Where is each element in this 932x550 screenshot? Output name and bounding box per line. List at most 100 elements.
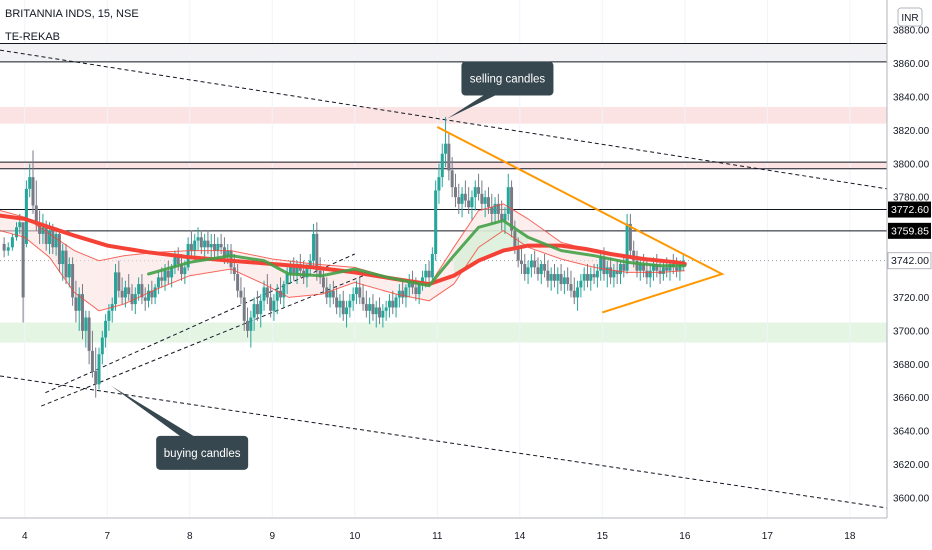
candle-body-130 <box>434 190 438 254</box>
y-tick-4: 3680.00 <box>893 360 930 371</box>
candle-body-125 <box>417 284 421 295</box>
candle-body-204 <box>678 264 682 271</box>
candle-body-23 <box>81 294 85 331</box>
candle-body-129 <box>430 253 434 278</box>
candle-body-201 <box>668 264 672 271</box>
candle-body-87 <box>292 267 296 275</box>
candle-body-174 <box>579 280 583 288</box>
candle-body-140 <box>467 200 471 208</box>
candle-body-96 <box>321 277 325 288</box>
candle-body-0 <box>2 243 6 251</box>
candle-body-66 <box>222 247 226 258</box>
callout-pointer-0 <box>447 86 514 119</box>
candle-body-17 <box>61 250 65 265</box>
callout-text-1: buying candles <box>164 448 241 460</box>
callout-text-0: selling candles <box>470 74 546 86</box>
callout-box-1 <box>156 435 249 470</box>
candle-body-126 <box>420 277 424 285</box>
y-tick-12: 3840.00 <box>893 92 930 103</box>
y-tick-3: 3660.00 <box>893 393 930 404</box>
candle-body-123 <box>411 280 415 288</box>
y-tick-6: 3720.00 <box>893 293 930 304</box>
candle-body-91 <box>305 267 309 278</box>
candle-body-148 <box>493 203 497 214</box>
candle-body-149 <box>496 203 500 214</box>
indicator-lines <box>0 203 687 312</box>
candle-body-102 <box>341 300 345 315</box>
candle-body-42 <box>143 297 147 301</box>
x-tick-3: 9 <box>270 531 276 542</box>
candle-body-4 <box>18 222 22 228</box>
candle-body-82 <box>275 290 279 301</box>
candle-body-166 <box>552 274 556 281</box>
candle-body-114 <box>381 310 385 318</box>
candle-body-124 <box>414 287 418 295</box>
time-axis-bg <box>0 518 932 550</box>
candle-body-58 <box>196 237 200 241</box>
callout-box-0 <box>461 61 554 96</box>
candle-body-188 <box>625 223 629 271</box>
candle-body-169 <box>562 277 566 285</box>
candle-body-145 <box>483 197 487 204</box>
candle-body-135 <box>450 170 454 188</box>
candle-body-51 <box>173 257 177 268</box>
candle-body-6 <box>24 188 28 244</box>
candle-body-20 <box>71 264 75 298</box>
candle-body-109 <box>364 304 368 311</box>
candle-body-118 <box>394 297 398 308</box>
zone-0 <box>0 43 887 62</box>
candle-body-31 <box>107 310 111 321</box>
candle-body-163 <box>543 264 547 271</box>
candle-body-12 <box>44 227 48 244</box>
candle-body-35 <box>120 290 124 298</box>
candle-body-7 <box>28 177 32 189</box>
y-tick-9: 3780.00 <box>893 193 930 204</box>
candle-body-139 <box>463 193 467 201</box>
candle-body-86 <box>288 267 292 275</box>
candle-body-99 <box>331 290 335 298</box>
candle-body-34 <box>117 272 121 291</box>
y-tick-11: 3820.00 <box>893 126 930 137</box>
candle-body-196 <box>651 264 655 271</box>
trend-line-0 <box>0 49 888 190</box>
symbol-title: BRITANNIA INDS, 15, NSE <box>5 8 139 20</box>
candle-body-56 <box>189 243 193 251</box>
candle-body-138 <box>460 193 464 204</box>
x-tick-8: 16 <box>679 531 691 542</box>
candle-body-203 <box>675 267 679 271</box>
x-tick-9: 17 <box>762 531 774 542</box>
triangle-lines <box>436 126 725 314</box>
candle-body-29 <box>100 337 104 355</box>
zone-1 <box>0 106 887 124</box>
candle-body-105 <box>351 294 355 301</box>
candle-body-63 <box>213 243 217 251</box>
candle-body-94 <box>315 233 319 271</box>
candle-body-16 <box>57 233 61 265</box>
candle-body-104 <box>348 300 352 308</box>
candle-body-142 <box>473 187 477 198</box>
candle-body-71 <box>239 290 243 298</box>
price-box-text-1: 3759.85 <box>891 225 929 237</box>
candle-body-137 <box>457 197 461 204</box>
candle-body-168 <box>559 274 563 285</box>
candle-body-116 <box>387 300 391 308</box>
candle-body-45 <box>153 287 157 298</box>
candle-body-10 <box>38 223 42 234</box>
candle-body-93 <box>312 233 316 261</box>
candle-body-157 <box>523 264 527 275</box>
candle-body-11 <box>41 227 45 234</box>
candle-body-73 <box>246 320 250 331</box>
candle-body-74 <box>249 317 253 331</box>
candle-body-95 <box>318 270 322 278</box>
candle-body-194 <box>645 270 649 278</box>
candle-body-18 <box>64 250 68 278</box>
candle-body-61 <box>206 240 210 248</box>
candle-body-147 <box>490 207 494 214</box>
candle-body-164 <box>546 270 550 281</box>
candle-body-19 <box>67 264 71 278</box>
candle-body-80 <box>269 297 273 311</box>
candle-body-48 <box>163 270 167 281</box>
y-tick-5: 3700.00 <box>893 326 930 337</box>
x-tick-7: 15 <box>597 531 609 542</box>
